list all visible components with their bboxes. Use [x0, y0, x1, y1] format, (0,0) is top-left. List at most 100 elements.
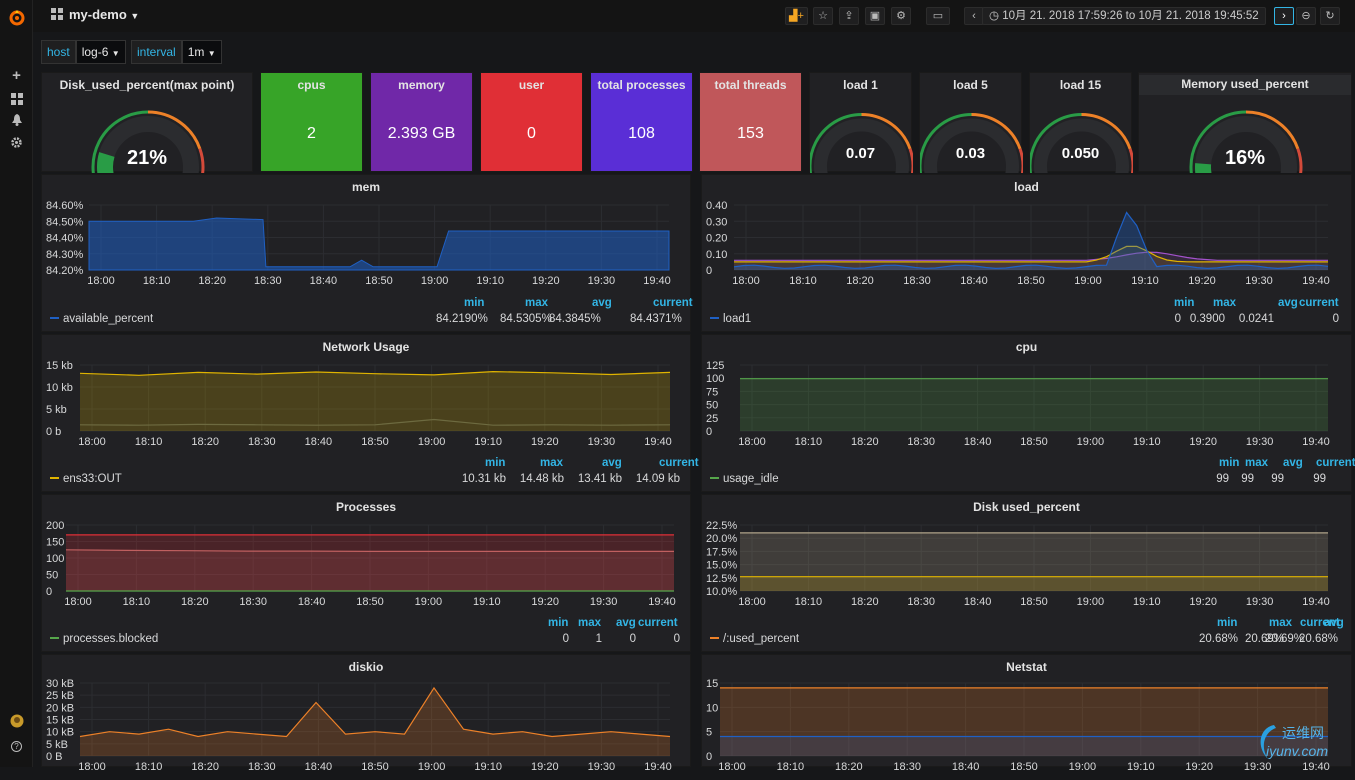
bell-icon[interactable]: [0, 114, 33, 129]
chevron-right-icon[interactable]: ›: [1274, 7, 1294, 25]
y-tick-label: 5 kb: [46, 404, 67, 416]
grafana-logo-icon[interactable]: [0, 8, 33, 29]
plus-icon[interactable]: +: [12, 67, 21, 84]
panel-title[interactable]: mem: [351, 180, 380, 194]
legend-series-name[interactable]: load1: [710, 313, 751, 325]
stat-panel-0[interactable]: Disk_used_percent(max point) 21%: [41, 72, 253, 173]
chevron-left-icon[interactable]: ‹: [964, 7, 984, 25]
panel-title[interactable]: cpu: [1015, 340, 1038, 354]
legend-header-max[interactable]: max: [1269, 617, 1293, 629]
panel-title[interactable]: diskio: [348, 660, 384, 674]
dashboard-picker[interactable]: my-demo ▼: [51, 7, 139, 22]
stat-panel-9[interactable]: Memory used_percent ▼16%: [1138, 72, 1352, 173]
settings-icon[interactable]: ⚙: [891, 7, 911, 25]
legend-header-min[interactable]: min: [1219, 457, 1240, 469]
panel-title[interactable]: Network Usage: [322, 340, 410, 354]
stat-panel-4[interactable]: total processes 108: [590, 72, 693, 172]
graph-panel-2[interactable]: Network Usage 15 kb 10 kb 5 kb 0 b 18:00 18:10…: [41, 334, 708, 492]
stat-panel-7[interactable]: load 5 0.03: [919, 72, 1023, 173]
legend-series-name[interactable]: /:used_percent: [710, 633, 799, 645]
legend-header-min[interactable]: min: [1217, 617, 1238, 629]
legend-header-min[interactable]: min: [485, 457, 506, 469]
legend-header-min[interactable]: min: [548, 617, 569, 629]
add-panel-icon[interactable]: ▟+: [785, 7, 808, 25]
legend-label: load1: [723, 313, 752, 325]
stat-value: 153: [737, 125, 764, 142]
graph-panel-3[interactable]: cpu 125 100 75 50 25 0 18:00 18:10 18:20 18:30 18:4…: [701, 334, 1355, 492]
stat-panel-8[interactable]: load 15 0.050: [1029, 72, 1133, 173]
panel-title[interactable]: Processes: [335, 500, 397, 514]
legend-header-max[interactable]: max: [1245, 457, 1269, 469]
graph-panel-0[interactable]: mem 84.60% 84.50% 84.40% 84.30% 84.20% 18:00 18…: [41, 174, 693, 332]
series-area-usage-idle: [740, 378, 1328, 431]
tv-icon[interactable]: ▭: [926, 7, 950, 25]
gauge-threshold-crit: [198, 148, 205, 173]
legend-series-name[interactable]: ens33:OUT: [50, 473, 122, 485]
stat-panel-3[interactable]: user 0: [480, 72, 583, 172]
series-area-sleeping: [66, 549, 674, 591]
panel-title[interactable]: cpus: [297, 78, 326, 92]
legend-header-current[interactable]: current: [659, 457, 699, 469]
legend-header-avg[interactable]: avg: [602, 457, 622, 469]
legend-series-name[interactable]: processes.blocked: [50, 633, 158, 645]
y-tick-label: 5 kB: [46, 739, 68, 751]
panel-title[interactable]: load 15: [1059, 78, 1102, 92]
panel-title[interactable]: Memory used_percent: [1139, 75, 1351, 95]
legend-series-name[interactable]: available_percent: [50, 313, 153, 325]
panel-title[interactable]: load 5: [953, 78, 988, 92]
legend-header-current[interactable]: current: [1299, 297, 1339, 309]
stat-panel-1[interactable]: cpus 2: [260, 72, 363, 172]
legend-header-min[interactable]: min: [464, 297, 485, 309]
legend-header-max[interactable]: max: [1213, 297, 1237, 309]
y-tick-label: 100: [46, 553, 64, 565]
legend-header-avg[interactable]: avg: [1283, 457, 1303, 469]
avatar[interactable]: [0, 714, 33, 731]
variable-interval-select[interactable]: 1m ▼: [181, 40, 222, 64]
legend-header-min[interactable]: min: [1174, 297, 1195, 309]
graph-panel-4[interactable]: Processes 200 150 100 50 0 18:00 18:10 18:20 18:3…: [41, 494, 691, 652]
legend-header-max[interactable]: max: [525, 297, 549, 309]
graph-panel-7[interactable]: Netstat 15 10 5 0 18:00 18:10 18:20 18:30 18:40 18…: [701, 654, 1352, 773]
variable-host-select[interactable]: log-6 ▼: [75, 40, 126, 64]
x-tick-label: 18:30: [248, 761, 276, 773]
legend-header-current[interactable]: current: [1316, 457, 1355, 469]
legend-header-avg[interactable]: avg: [616, 617, 636, 629]
legend-header-avg[interactable]: avg: [1278, 297, 1298, 309]
graph-panel-1[interactable]: load 0.40 0.30 0.20 0.10 0 18:00 18:10 18:20 18:3…: [701, 174, 1352, 332]
time-range-picker[interactable]: ◷ 10月 21. 2018 17:59:26 to 10月 21. 2018 …: [982, 7, 1266, 25]
panel-title[interactable]: Disk used_percent: [973, 500, 1080, 514]
panel-title[interactable]: user: [518, 78, 545, 92]
panel-title[interactable]: load 1: [843, 78, 878, 92]
star-icon[interactable]: ☆: [813, 7, 833, 25]
zoom-out-icon[interactable]: ⊖: [1296, 7, 1316, 25]
graph-panel-5[interactable]: Disk used_percent 22.5% 20.0% 17.5% 15.0% 12.…: [701, 494, 1352, 652]
legend-header-current[interactable]: current: [1300, 617, 1340, 629]
share-icon[interactable]: ⇪: [839, 7, 859, 25]
gauge: [1189, 110, 1303, 173]
stat-panel-5[interactable]: total threads 153: [699, 72, 802, 172]
legend-header-current[interactable]: current: [653, 297, 693, 309]
legend-header-avg[interactable]: avg: [1324, 617, 1344, 629]
stat-panel-2[interactable]: memory 2.393 GB: [370, 72, 473, 172]
legend-header-max[interactable]: max: [540, 457, 564, 469]
apps-icon[interactable]: [0, 93, 33, 107]
legend-header-max[interactable]: max: [578, 617, 602, 629]
panel-title[interactable]: Netstat: [1006, 660, 1047, 674]
x-tick-label: 18:20: [191, 761, 219, 773]
panel-title[interactable]: total threads: [714, 78, 787, 92]
gauge-value: 0.07: [845, 145, 876, 162]
graph-panel-6[interactable]: diskio 30 kB 25 kB 20 kB 15 kB 10 kB 5 kB 0 B 18…: [41, 654, 691, 773]
panel-title[interactable]: memory: [398, 78, 445, 92]
legend-series-name[interactable]: usage_idle: [710, 473, 779, 485]
panel-title[interactable]: load: [1014, 180, 1039, 194]
panel-title[interactable]: Disk_used_percent(max point): [59, 78, 235, 92]
panel-title[interactable]: total processes: [597, 78, 686, 92]
gear-icon[interactable]: [0, 137, 33, 151]
legend-header-avg[interactable]: avg: [592, 297, 612, 309]
stat-panel-6[interactable]: load 1 0.07: [809, 72, 913, 173]
save-icon[interactable]: ▣: [865, 7, 885, 25]
refresh-icon[interactable]: ↻: [1320, 7, 1340, 25]
gauge: [920, 113, 1023, 173]
legend-header-current[interactable]: current: [638, 617, 678, 629]
help-icon[interactable]: ?: [0, 738, 33, 752]
